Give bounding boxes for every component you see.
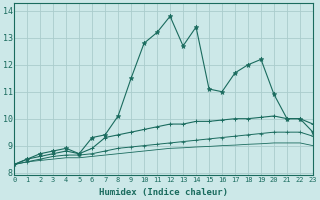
X-axis label: Humidex (Indice chaleur): Humidex (Indice chaleur)	[99, 188, 228, 197]
